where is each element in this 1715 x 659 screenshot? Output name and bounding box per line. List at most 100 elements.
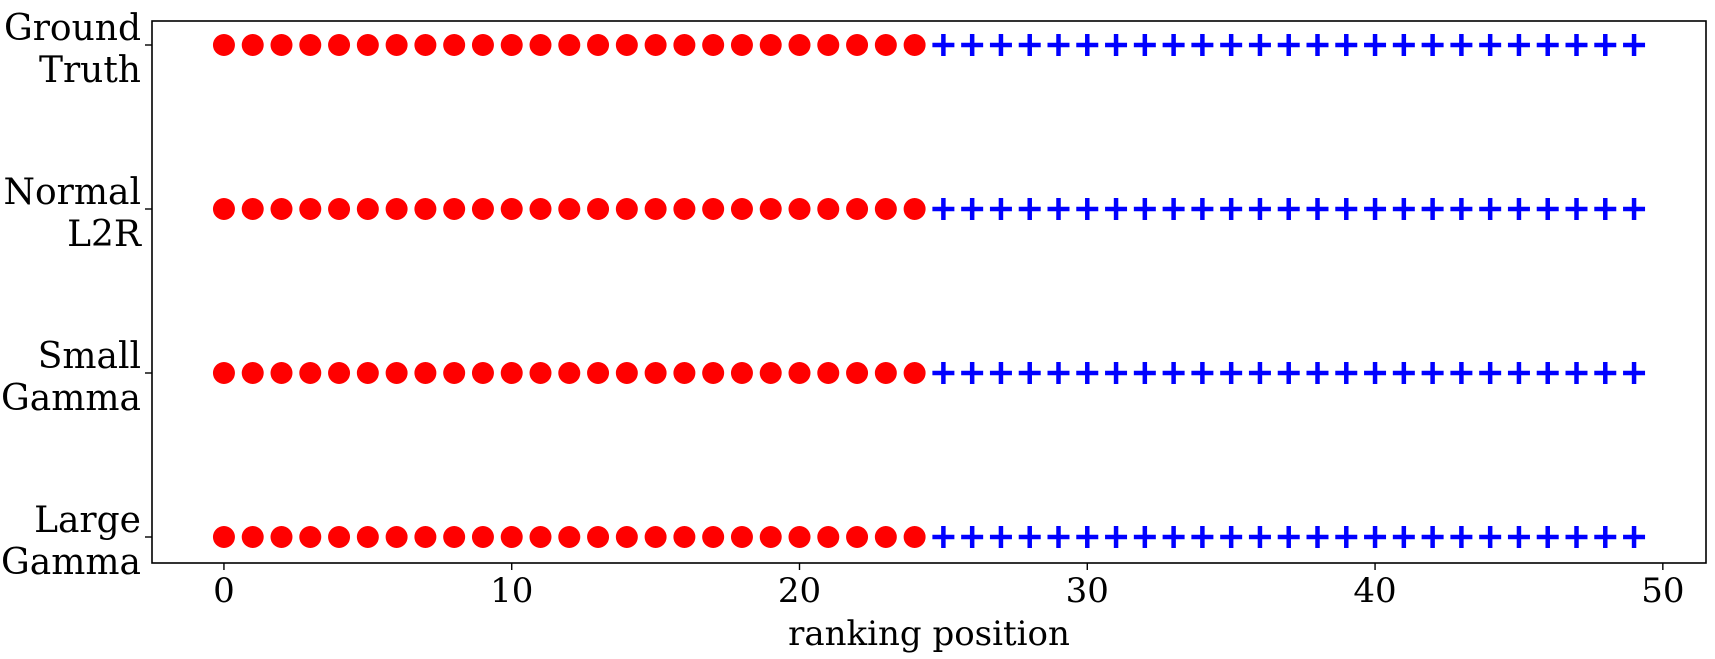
point-relevant [644,198,667,220]
point-relevant [471,362,494,384]
point-nonrelevant [1594,34,1617,56]
point-relevant [702,34,725,56]
point-relevant [328,362,351,384]
point-nonrelevant [1220,362,1243,384]
point-relevant [874,198,897,220]
point-nonrelevant [961,198,984,220]
point-relevant [270,526,293,548]
point-relevant [644,526,667,548]
point-relevant [270,34,293,56]
point-nonrelevant [1133,198,1156,220]
point-relevant [673,34,696,56]
point-nonrelevant [932,198,955,220]
point-relevant [212,198,235,220]
point-nonrelevant [1479,34,1502,56]
y-tick-label-line2: L2R [67,214,142,255]
point-relevant [558,362,581,384]
point-nonrelevant [1507,526,1530,548]
point-nonrelevant [1450,362,1473,384]
point-relevant [212,362,235,384]
point-nonrelevant [1623,198,1646,220]
point-relevant [817,526,840,548]
point-relevant [385,526,408,548]
point-relevant [241,34,264,56]
point-nonrelevant [961,526,984,548]
point-relevant [328,198,351,220]
point-relevant [414,362,437,384]
point-relevant [788,198,811,220]
point-relevant [241,526,264,548]
point-relevant [903,526,926,548]
point-relevant [328,34,351,56]
point-nonrelevant [1076,198,1099,220]
point-nonrelevant [1536,362,1559,384]
point-relevant [673,362,696,384]
point-nonrelevant [1450,34,1473,56]
point-nonrelevant [1623,34,1646,56]
plot-frame [151,20,1707,564]
point-nonrelevant [1450,526,1473,548]
x-tick-label: 30 [1066,571,1109,611]
point-relevant [385,362,408,384]
point-relevant [759,34,782,56]
x-axis-ticks: 0 10 20 30 40 50 [213,563,1684,611]
point-relevant [356,526,379,548]
point-relevant [730,526,753,548]
point-relevant [817,34,840,56]
point-nonrelevant [989,34,1012,56]
point-relevant [673,198,696,220]
point-relevant [529,198,552,220]
point-relevant [385,34,408,56]
point-relevant [471,34,494,56]
point-nonrelevant [1191,362,1214,384]
point-nonrelevant [932,526,955,548]
y-tick-label-line2: Gamma [1,542,141,583]
point-relevant [443,362,466,384]
point-nonrelevant [1623,526,1646,548]
point-relevant [874,526,897,548]
point-relevant [615,198,638,220]
point-relevant [903,34,926,56]
point-relevant [443,526,466,548]
point-relevant [702,362,725,384]
point-nonrelevant [1162,198,1185,220]
point-nonrelevant [1479,526,1502,548]
point-nonrelevant [1335,198,1358,220]
point-nonrelevant [1565,198,1588,220]
point-nonrelevant [1191,198,1214,220]
point-relevant [759,362,782,384]
point-nonrelevant [1277,362,1300,384]
point-nonrelevant [1277,34,1300,56]
point-nonrelevant [961,362,984,384]
point-relevant [587,362,610,384]
point-relevant [270,362,293,384]
point-relevant [759,526,782,548]
point-nonrelevant [1536,526,1559,548]
point-relevant [356,34,379,56]
point-nonrelevant [1076,362,1099,384]
point-relevant [587,198,610,220]
y-tick-label-line1: Ground [4,8,141,49]
point-nonrelevant [1364,526,1387,548]
point-relevant [270,198,293,220]
point-nonrelevant [1018,34,1041,56]
point-relevant [558,34,581,56]
y-tick-label-line2: Truth [39,50,141,91]
point-relevant [529,34,552,56]
point-nonrelevant [1392,362,1415,384]
point-relevant [299,526,322,548]
point-relevant [846,34,869,56]
point-relevant [529,526,552,548]
point-relevant [356,198,379,220]
point-nonrelevant [1162,362,1185,384]
point-nonrelevant [1047,362,1070,384]
point-nonrelevant [1536,198,1559,220]
point-relevant [299,198,322,220]
point-nonrelevant [1306,34,1329,56]
y-tick-label-line2: Gamma [1,378,141,419]
point-relevant [299,362,322,384]
point-relevant [615,34,638,56]
point-nonrelevant [1507,198,1530,220]
point-nonrelevant [989,362,1012,384]
point-nonrelevant [1018,362,1041,384]
